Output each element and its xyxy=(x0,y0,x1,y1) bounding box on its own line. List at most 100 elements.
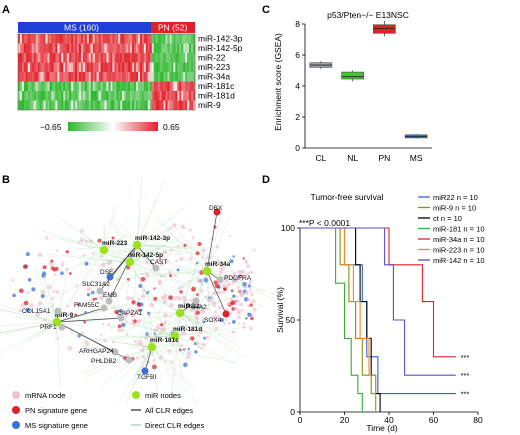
mrna-node xyxy=(90,299,94,302)
heatmap-cell xyxy=(108,34,111,44)
heatmap-cell xyxy=(173,81,176,91)
heatmap-cell xyxy=(128,43,131,53)
mrna-node xyxy=(156,256,161,261)
heatmap-cell xyxy=(25,62,29,72)
gene-node xyxy=(106,273,114,281)
heatmap-cell xyxy=(55,72,58,82)
heatmap-cell xyxy=(67,43,70,53)
pink-circle-icon xyxy=(12,391,20,399)
heatmap-cell xyxy=(39,81,42,91)
heatmap-cell xyxy=(132,100,135,110)
mrna-node xyxy=(249,303,253,307)
heatmap-cell xyxy=(122,62,125,72)
heatmap-cell xyxy=(41,100,44,110)
heatmap-cell xyxy=(126,43,129,53)
mrna-node xyxy=(133,339,138,344)
heatmap-cell xyxy=(104,43,107,53)
mrna-node xyxy=(74,313,78,317)
mrna-node xyxy=(65,267,69,271)
direct-clr-edge xyxy=(77,239,138,246)
heatmap-cell xyxy=(78,100,82,110)
heatmap-cell xyxy=(163,100,166,110)
heatmap-cell xyxy=(94,72,97,82)
heatmap-cell xyxy=(39,72,42,82)
mrna-node xyxy=(247,298,251,302)
gene-node xyxy=(213,208,221,216)
heatmap-cell xyxy=(73,81,76,91)
heatmap-cell xyxy=(124,100,127,110)
heatmap-cell xyxy=(86,81,90,91)
direct-clr-edge xyxy=(65,249,105,310)
direct-clr-edge xyxy=(151,346,174,365)
heatmap-cell xyxy=(84,81,88,91)
heatmap-cell xyxy=(84,43,88,53)
x-tick-label: 0 xyxy=(298,415,303,425)
heatmap-cell xyxy=(120,100,123,110)
heatmap-row-label: miR-181d xyxy=(198,91,235,101)
heatmap-cell xyxy=(86,62,90,72)
direct-clr-edge xyxy=(151,346,197,390)
heatmap-cell xyxy=(49,81,52,91)
mir-node xyxy=(170,331,180,341)
heatmap-cell xyxy=(92,72,95,82)
legend-label: miR nodes xyxy=(145,391,181,400)
heatmap-cell xyxy=(132,81,135,91)
heatmap-cell xyxy=(124,72,127,82)
heatmap-cell xyxy=(18,91,21,101)
heatmap-cell xyxy=(100,43,103,53)
heatmap-cell xyxy=(136,81,139,91)
heatmap-cell xyxy=(37,34,40,44)
mrna-node xyxy=(191,236,195,240)
heatmap-cell xyxy=(51,81,54,91)
heatmap-cell xyxy=(177,72,180,82)
heatmap-cell xyxy=(165,43,168,53)
direct-clr-edge xyxy=(179,309,213,314)
x-tick-label: 60 xyxy=(429,415,439,425)
heatmap-cell xyxy=(173,100,176,110)
heatmap-cell xyxy=(139,100,143,110)
heatmap-cell xyxy=(163,72,166,82)
heatmap-cell xyxy=(141,72,145,82)
mrna-node xyxy=(160,323,164,327)
direct-clr-edge xyxy=(138,335,176,338)
x-tick-label: 80 xyxy=(473,415,483,425)
heatmap-cell xyxy=(130,34,133,44)
direct-clr-edge xyxy=(91,261,131,265)
heatmap-cell xyxy=(137,100,141,110)
heatmap-cell xyxy=(155,72,158,82)
heatmap-cell xyxy=(92,62,95,72)
heatmap-cell xyxy=(104,72,107,82)
heatmap-cell xyxy=(108,53,111,63)
heatmap-cell xyxy=(145,100,149,110)
heatmap-cell xyxy=(59,62,62,72)
panel-b-letter: B xyxy=(2,174,10,186)
heatmap-cell xyxy=(18,62,21,72)
heatmap-cell xyxy=(37,81,40,91)
heatmap-cell xyxy=(108,81,111,91)
legend-label: miR-223 n = 10 xyxy=(433,246,485,255)
heatmap-cell xyxy=(183,43,186,53)
direct-clr-edge xyxy=(189,270,208,315)
mrna-node xyxy=(25,252,30,257)
heatmap-cell xyxy=(147,100,151,110)
heatmap-cell xyxy=(77,53,80,63)
heatmap-cell xyxy=(53,53,56,63)
heatmap-cell xyxy=(128,62,131,72)
x-category-label: PN xyxy=(378,153,390,163)
mir-node-label: miR-34a xyxy=(205,261,231,268)
direct-clr-edge xyxy=(151,346,200,407)
heatmap-cell xyxy=(183,34,186,44)
direct-clr-edge xyxy=(136,244,210,251)
heatmap-cell xyxy=(88,72,92,82)
direct-clr-edge xyxy=(132,270,208,276)
heatmap-cell xyxy=(136,91,139,101)
heatmap-cell xyxy=(169,62,172,72)
heatmap-cell xyxy=(189,53,192,63)
mrna-node xyxy=(107,323,111,327)
mrna-node xyxy=(244,259,249,265)
heatmap-cell xyxy=(145,81,149,91)
heatmap-cell xyxy=(153,62,156,72)
heatmap-cell xyxy=(173,43,176,53)
heatmap-cell xyxy=(187,100,190,110)
heatmap-cell xyxy=(177,34,180,44)
